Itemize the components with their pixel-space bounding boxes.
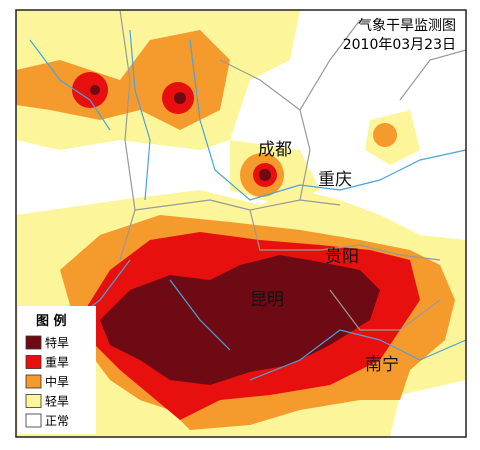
legend-swatch — [25, 413, 42, 428]
map-date: 2010年03月23日 — [343, 37, 456, 53]
legend-title: 图 例 — [36, 313, 67, 329]
city-label: 重庆 — [318, 170, 352, 190]
legend-swatch — [25, 394, 42, 408]
map-area — [16, 10, 466, 437]
city-label: 成都 — [258, 140, 292, 160]
city-label: 贵阳 — [325, 247, 359, 267]
city-label: 南宁 — [365, 355, 399, 375]
map-title: 气象干旱监测图 — [358, 18, 456, 34]
legend-label: 中旱 — [45, 374, 69, 389]
legend-swatch — [25, 335, 42, 350]
city-label: 昆明 — [250, 290, 284, 310]
legend-label: 特旱 — [45, 335, 69, 350]
legend-label: 轻旱 — [45, 395, 69, 409]
legend-swatch — [25, 355, 42, 369]
legend-label: 正常 — [45, 414, 69, 428]
legend-label: 重旱 — [45, 356, 69, 370]
legend-box — [18, 306, 96, 434]
legend-swatch — [25, 374, 42, 389]
